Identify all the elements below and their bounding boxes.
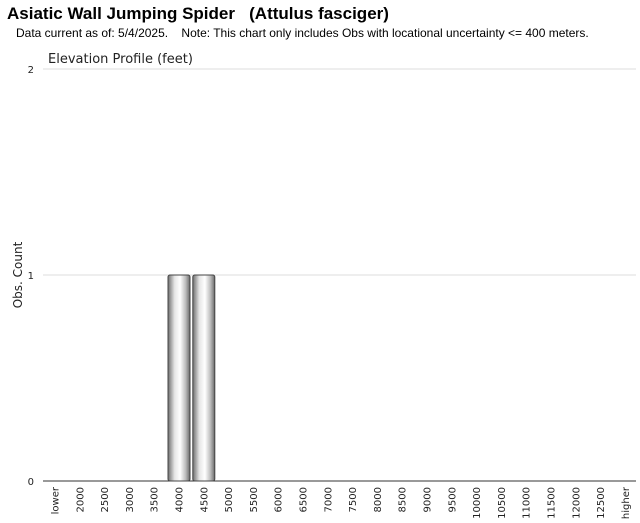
x-tick-label: 11500 [547, 487, 558, 519]
x-tick-label: 12000 [571, 487, 582, 519]
x-tick-label: 9500 [447, 487, 458, 512]
y-tick-label: 0 [28, 477, 34, 488]
x-tick-label: 12500 [596, 487, 607, 519]
x-tick-label: 7000 [323, 487, 334, 512]
x-tick-label: lower [51, 486, 62, 514]
x-tick-label: 2500 [100, 487, 111, 512]
x-tick-label: 3500 [150, 487, 161, 512]
x-tick-label: 6500 [299, 487, 310, 512]
x-tick-label: 2000 [75, 487, 86, 512]
x-tick-label: higher [621, 486, 632, 519]
x-tick-label: 4000 [175, 487, 186, 512]
x-tick-label: 4500 [199, 487, 210, 512]
x-tick-label: 6000 [274, 487, 285, 512]
x-tick-label: 10500 [497, 487, 508, 519]
y-tick-label: 2 [28, 65, 34, 76]
page-subtitle: Data current as of: 5/4/2025. Note: This… [16, 26, 589, 40]
x-tick-label: 3000 [125, 487, 136, 512]
chart-title: Elevation Profile (feet) [48, 52, 193, 67]
x-tick-label: 10000 [472, 487, 483, 519]
x-tick-label: 9000 [423, 487, 434, 512]
bar-4500 [192, 274, 216, 482]
page-title: Asiatic Wall Jumping Spider (Attulus fas… [7, 4, 389, 23]
x-tick-label: 5500 [249, 487, 260, 512]
x-tick-label: 5000 [224, 487, 235, 512]
y-tick-label: 1 [28, 271, 34, 282]
y-axis-label: Obs. Count [11, 241, 25, 308]
x-tick-label: 8000 [373, 487, 384, 512]
bar-4000 [167, 274, 191, 482]
x-tick-label: 7500 [348, 487, 359, 512]
x-tick-label: 8500 [398, 487, 409, 512]
x-tick-label: 11000 [522, 487, 533, 519]
